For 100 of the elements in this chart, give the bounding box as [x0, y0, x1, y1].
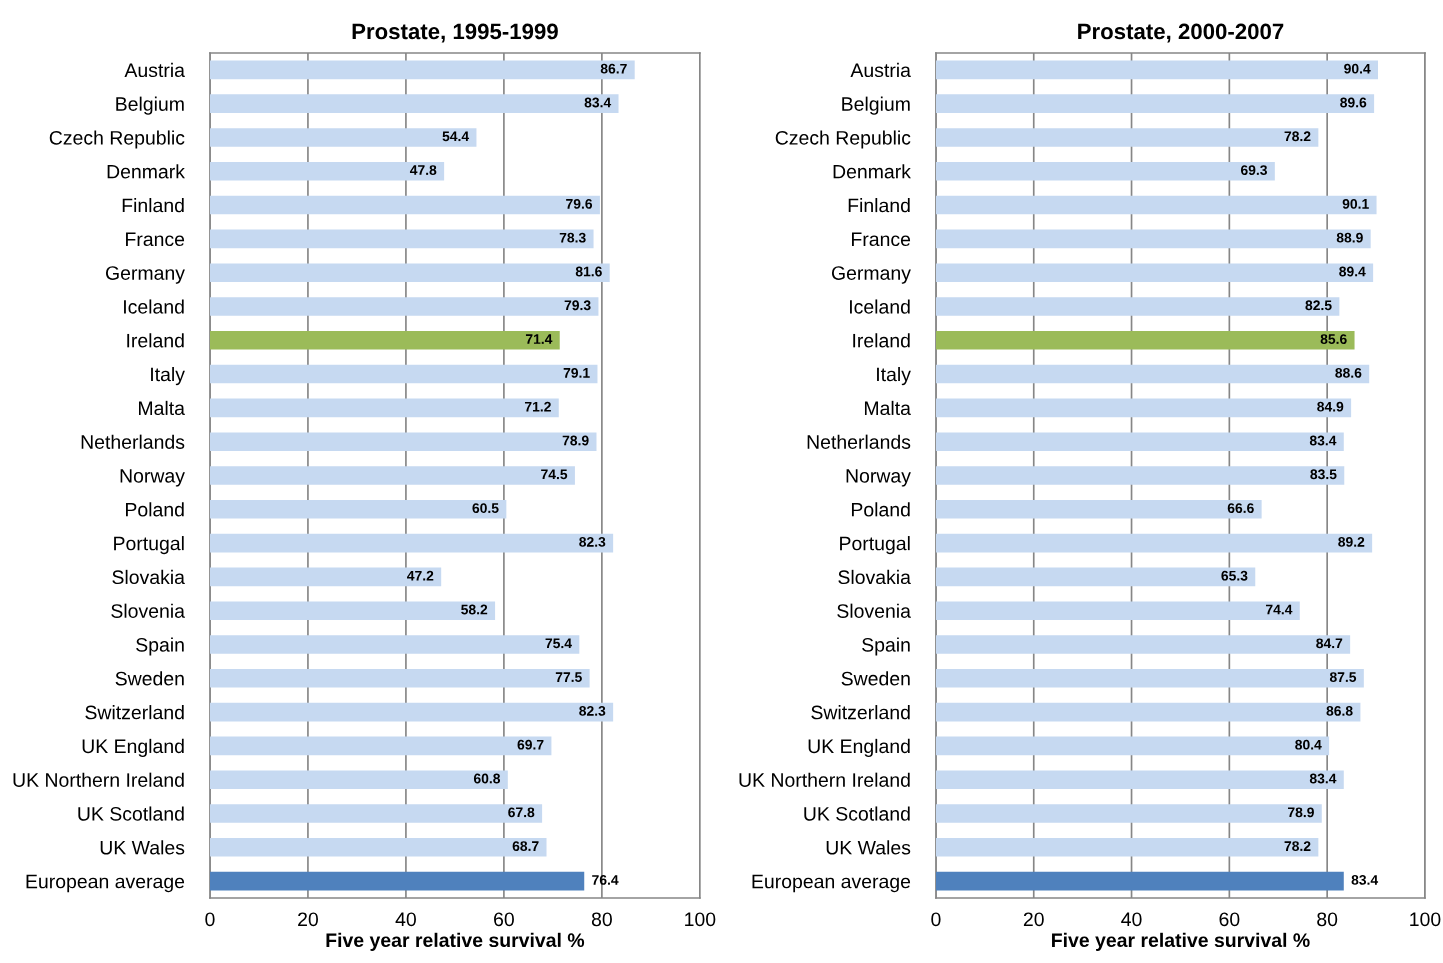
data-label: 71.2 [524, 401, 551, 412]
data-label: 88.9 [1336, 232, 1363, 243]
data-label: 84.7 [1316, 638, 1343, 649]
data-label: 68.7 [512, 841, 539, 852]
bar [935, 702, 1361, 722]
x-tick-label: 40 [395, 912, 416, 927]
data-label: 78.2 [1284, 841, 1311, 852]
bar [209, 838, 547, 857]
bar [935, 668, 1364, 688]
y-tick-label: Switzerland [85, 705, 184, 720]
data-label: 85.6 [1320, 334, 1347, 344]
bar [209, 804, 543, 823]
bar [935, 871, 1344, 891]
bar [209, 567, 442, 587]
bar [209, 229, 594, 249]
y-tick-label: Slovakia [112, 569, 185, 585]
data-label: 86.7 [600, 63, 627, 74]
data-label: 83.4 [1309, 435, 1337, 446]
x-tick-label: 100 [1410, 912, 1441, 927]
bar [935, 161, 1275, 181]
y-tick-label: Austria [124, 62, 185, 78]
y-tick-label: France [126, 232, 185, 247]
data-label: 76.4 [592, 874, 619, 885]
chart-title: Prostate, 2000-2007 [1078, 23, 1284, 43]
y-tick-label: Slovenia [837, 603, 911, 618]
y-tick-label: Germany [105, 266, 185, 284]
bar [209, 364, 598, 384]
y-tick-label: Denmark [107, 164, 185, 179]
y-tick-label: Ireland [127, 333, 184, 348]
data-label: 71.4 [525, 334, 553, 344]
y-tick-label: European average [26, 874, 185, 893]
y-tick-label: Ireland [853, 333, 910, 348]
y-tick-label: Malta [864, 400, 911, 416]
bar [209, 736, 552, 756]
bar [935, 838, 1319, 857]
y-tick-label: Spain [136, 637, 184, 656]
x-axis-title: Five year relative survival % [326, 932, 585, 951]
data-label: 80.4 [1295, 739, 1322, 750]
y-tick-label: Italy [151, 367, 185, 386]
data-label: 67.8 [508, 807, 535, 818]
x-tick-label: 20 [1023, 912, 1044, 927]
x-tick-label: 60 [1219, 912, 1240, 927]
x-axis-title: Five year relative survival % [1052, 932, 1310, 951]
bar [935, 60, 1379, 80]
chart-title: Prostate, 1995-1999 [352, 23, 558, 43]
y-tick-label: Portugal [840, 536, 910, 555]
data-label: 84.9 [1317, 401, 1344, 412]
bar [935, 499, 1262, 519]
data-label: 69.7 [517, 739, 544, 750]
data-label: 79.3 [564, 300, 591, 311]
y-tick-label: UK Scotland [804, 806, 910, 821]
y-tick-label: Norway [846, 469, 911, 487]
y-tick-label: France [852, 232, 911, 247]
bar [935, 770, 1344, 789]
y-tick-label: Denmark [833, 164, 911, 179]
data-label: 90.4 [1344, 63, 1371, 74]
bar [209, 161, 445, 181]
x-tick-label: 0 [931, 912, 941, 927]
bar [935, 567, 1256, 587]
y-tick-label: Belgium [116, 96, 184, 115]
bar [209, 263, 610, 282]
y-tick-label: Switzerland [811, 705, 910, 720]
data-label: 82.5 [1305, 300, 1332, 311]
bar [935, 533, 1373, 553]
bar [209, 770, 508, 789]
bar [209, 128, 477, 147]
data-label: 90.1 [1342, 198, 1369, 209]
data-label: 65.3 [1221, 570, 1248, 581]
bar [209, 94, 619, 113]
y-tick-label: Iceland [124, 299, 184, 314]
y-tick-label: UK Northern Ireland [739, 772, 910, 787]
bar [209, 601, 496, 620]
data-label: 74.4 [1266, 604, 1293, 615]
data-label: 47.8 [409, 165, 437, 175]
data-label: 89.4 [1339, 266, 1366, 277]
bar [209, 702, 614, 722]
data-label: 88.6 [1335, 367, 1362, 378]
data-label: 86.8 [1326, 705, 1353, 716]
y-tick-label: Italy [877, 367, 911, 386]
y-tick-label: UK Scotland [78, 806, 184, 821]
y-tick-label: Malta [139, 400, 185, 416]
bar [935, 466, 1345, 485]
bar [209, 499, 507, 519]
y-tick-label: UK England [808, 738, 910, 757]
bar [209, 432, 597, 451]
bar [935, 195, 1377, 215]
data-label: 79.1 [563, 367, 590, 378]
bar [209, 635, 580, 654]
data-label: 78.3 [559, 232, 586, 243]
y-tick-label: Iceland [850, 299, 910, 314]
y-tick-label: Poland [851, 502, 910, 517]
y-tick-label: Portugal [114, 536, 184, 555]
data-label: 83.5 [1310, 469, 1337, 480]
data-label: 82.3 [579, 536, 606, 547]
y-tick-label: European average [752, 874, 911, 893]
bar [209, 533, 614, 553]
data-label: 87.5 [1329, 672, 1357, 683]
y-tick-label: UK Northern Ireland [13, 772, 184, 787]
data-label: 75.4 [545, 638, 572, 649]
y-tick-label: Germany [831, 266, 911, 284]
